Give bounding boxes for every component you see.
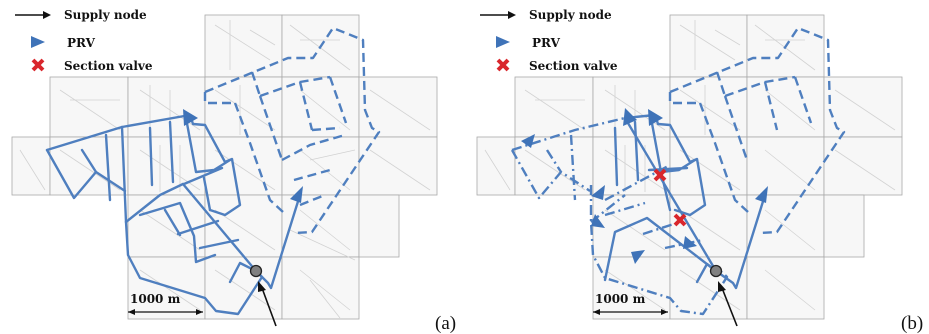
panel-b: 1000 m Supply node PRV Section valve (b) — [465, 0, 929, 334]
section-valve-marker — [673, 213, 687, 227]
pipes-solid — [603, 113, 767, 290]
prv-marker — [521, 134, 535, 148]
prv-marker — [591, 214, 605, 228]
scale-bar-label: 1000 m — [595, 292, 646, 306]
legend-supply-node: Supply node — [529, 8, 612, 22]
section-valves — [653, 168, 687, 227]
prv-markers — [183, 109, 303, 203]
legend: Supply node PRV Section valve — [480, 8, 618, 73]
legend-prv: PRV — [532, 36, 561, 50]
legend-section-valve: Section valve — [64, 59, 153, 73]
section-valve-marker — [653, 168, 667, 182]
pipes-solid — [45, 113, 302, 316]
prv-marker — [648, 109, 663, 126]
triangle-marker-icon — [31, 36, 45, 48]
arrow-right-icon — [15, 11, 51, 19]
legend-prv: PRV — [67, 36, 96, 50]
prv-marker — [755, 186, 768, 203]
prv-marker — [631, 250, 645, 264]
supply-arrow — [258, 281, 277, 327]
scale-bar: 1000 m — [128, 292, 203, 315]
supply-node-marker — [709, 264, 723, 278]
prv-marker — [290, 186, 303, 203]
scale-bar-label: 1000 m — [130, 292, 181, 306]
red-x-icon — [496, 58, 510, 72]
red-x-icon — [31, 58, 45, 72]
prv-marker — [183, 109, 198, 126]
panel-a: 1000 m Supply node PRV Section valve (a) — [0, 0, 464, 334]
arrow-right-icon — [480, 11, 516, 19]
panel-label-a: (a) — [435, 313, 456, 334]
prv-marker — [623, 108, 637, 126]
legend-section-valve: Section valve — [529, 59, 618, 73]
prv-marker — [591, 185, 605, 200]
triangle-marker-icon — [496, 36, 510, 48]
supply-node-marker — [249, 264, 263, 278]
network-map-b: 1000 m Supply node PRV Section valve (b) — [476, 8, 923, 334]
pipes-dashdot — [510, 116, 729, 316]
legend-supply-node: Supply node — [64, 8, 147, 22]
pipes-dashed — [668, 26, 846, 235]
pipes-dashed — [203, 26, 381, 235]
prv-marker — [683, 236, 697, 249]
panel-label-b: (b) — [901, 313, 923, 334]
prv-markers — [521, 108, 768, 264]
scale-bar: 1000 m — [593, 292, 668, 315]
legend: Supply node PRV Section valve — [15, 8, 153, 73]
supply-arrow — [718, 281, 738, 327]
network-map-a: 1000 m Supply node PRV Section valve (a) — [11, 8, 456, 334]
